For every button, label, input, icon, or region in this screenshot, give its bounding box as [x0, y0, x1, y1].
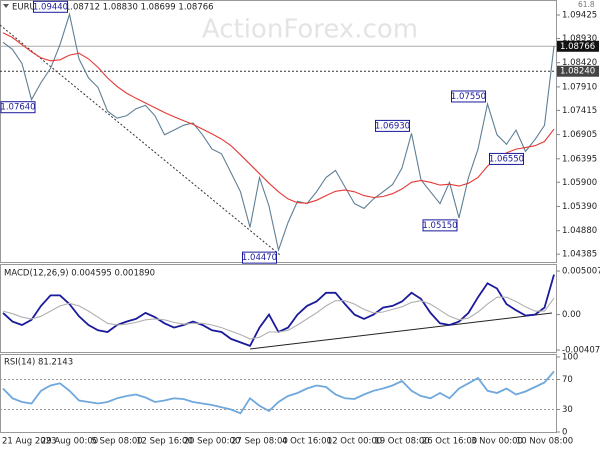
annotation-box [0, 101, 36, 114]
y-tick-label: 100 [562, 353, 578, 363]
y-tick-label: 1.05390 [562, 202, 597, 212]
y-tick-label: 1.04385 [562, 250, 597, 260]
x-tick-label: 19 Oct 08:00 [374, 437, 429, 447]
y-tick-label: 0 [562, 428, 567, 438]
annotation-box [422, 219, 458, 232]
x-tick-label: 21 Aug 2023 [2, 437, 56, 447]
annotation-label: 1.04470 [242, 253, 277, 263]
series-line [2, 296, 555, 340]
y-tick-label: 1.08930 [562, 34, 597, 44]
y-tick-label: 30 [562, 405, 573, 415]
x-tick-label: 20 Sep 00:00 [184, 437, 241, 447]
y-tick-label: 70 [562, 375, 573, 385]
x-tick-label: 26 Oct 16:00 [422, 437, 477, 447]
watermark: ActionForex.com [202, 15, 418, 45]
y-tick-label: 1.07910 [562, 82, 597, 92]
x-tick-label: 5 Sep 08:00 [91, 437, 142, 447]
annotation-label: 1.05150 [422, 221, 457, 231]
trend-line [0, 24, 281, 256]
y-tick-label: 0.005007 [562, 267, 600, 277]
y-tick-label: 1.09425 [562, 10, 597, 20]
series-line [2, 274, 555, 348]
y-tick-label: 1.06905 [562, 130, 597, 140]
x-tick-label: 27 Sep 08:00 [231, 437, 288, 447]
macd-panel [0, 264, 557, 353]
price-panel [0, 0, 557, 263]
annotation-box [451, 90, 486, 103]
annotation-label: 1.07640 [0, 103, 35, 113]
fib-label: 61.8 [578, 0, 595, 9]
macd-trend-line [249, 312, 553, 350]
annotation-box [242, 251, 277, 264]
price-level-box [557, 65, 599, 77]
y-tick-label: 1.05900 [562, 178, 597, 188]
y-tick-label: 1.04880 [562, 226, 597, 236]
y-tick-label: 0.00 [562, 310, 581, 320]
price-level-box [557, 40, 599, 52]
macd-title: MACD(12,26,9) 0.004595 0.001890 [4, 269, 155, 279]
symbol-icon [3, 4, 9, 8]
annotation-label: 1.07550 [451, 92, 486, 102]
annotation-label: 1.06550 [489, 154, 524, 164]
y-tick-label: 1.08420 [562, 58, 597, 68]
rsi-title: RSI(14) 81.2143 [4, 358, 73, 368]
price-title: EURUSD,H1 1.08712 1.08830 1.08699 1.0876… [12, 3, 214, 13]
annotation-label: 1.09440 [33, 2, 68, 12]
annotation-label: 1.06930 [375, 121, 410, 131]
series-line [2, 12, 555, 253]
x-tick-label: 29 Aug 00:00 [41, 437, 98, 447]
y-tick-label: 1.07415 [562, 106, 597, 116]
y-tick-label: 1.06395 [562, 154, 597, 164]
annotation-box [489, 152, 524, 165]
y-tick-label: -0.004074 [562, 346, 600, 356]
series-line [2, 32, 555, 204]
annotation-box [33, 0, 68, 13]
price-level-label: 1.08240 [560, 67, 595, 77]
annotation-box [375, 119, 410, 132]
x-tick-label: 3 Nov 00:00 [471, 437, 523, 447]
x-tick-label: 10 Nov 08:00 [516, 437, 573, 447]
x-tick-label: 12 Oct 00:00 [327, 437, 382, 447]
x-tick-label: 4 Oct 16:00 [282, 437, 332, 447]
series-line [2, 370, 555, 415]
rsi-panel [0, 354, 557, 433]
price-level-label: 1.08766 [560, 42, 595, 52]
x-tick-label: 12 Sep 16:00 [136, 437, 193, 447]
